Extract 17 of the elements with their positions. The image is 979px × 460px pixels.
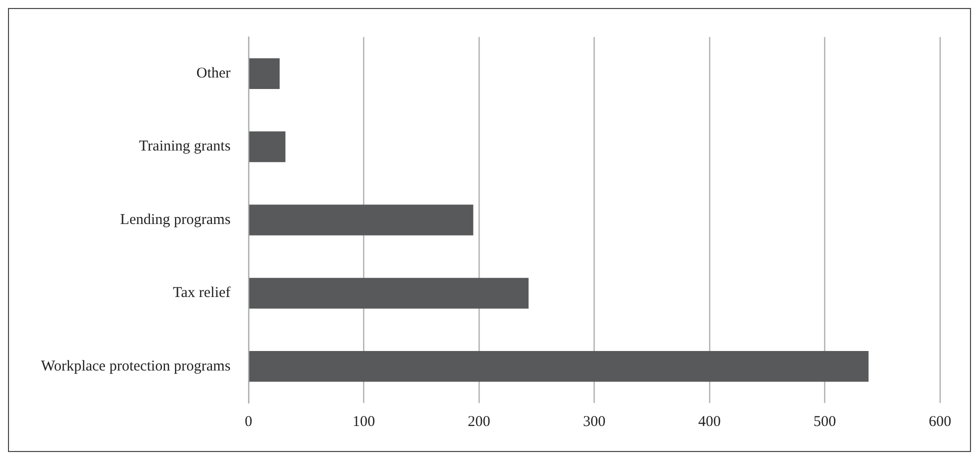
bar <box>249 204 474 236</box>
y-tick-label: Workplace protection programs <box>40 358 231 374</box>
x-tick-label: 300 <box>583 414 606 430</box>
bar <box>249 131 286 162</box>
y-tick-label: Training grants <box>139 138 231 155</box>
x-tick-label: 0 <box>244 414 252 430</box>
bar <box>249 351 869 382</box>
bar <box>249 58 280 89</box>
x-tick-label: 100 <box>352 414 376 430</box>
y-tick-label: Tax relief <box>172 285 231 302</box>
x-tick-label: 500 <box>814 414 836 430</box>
x-tick-label: 600 <box>928 414 952 430</box>
x-tick-label: 200 <box>468 414 490 430</box>
y-tick-label: Lending programs <box>120 212 231 228</box>
y-tick-label: Other <box>196 66 231 82</box>
bar <box>249 278 529 309</box>
x-tick-label: 400 <box>698 414 721 430</box>
